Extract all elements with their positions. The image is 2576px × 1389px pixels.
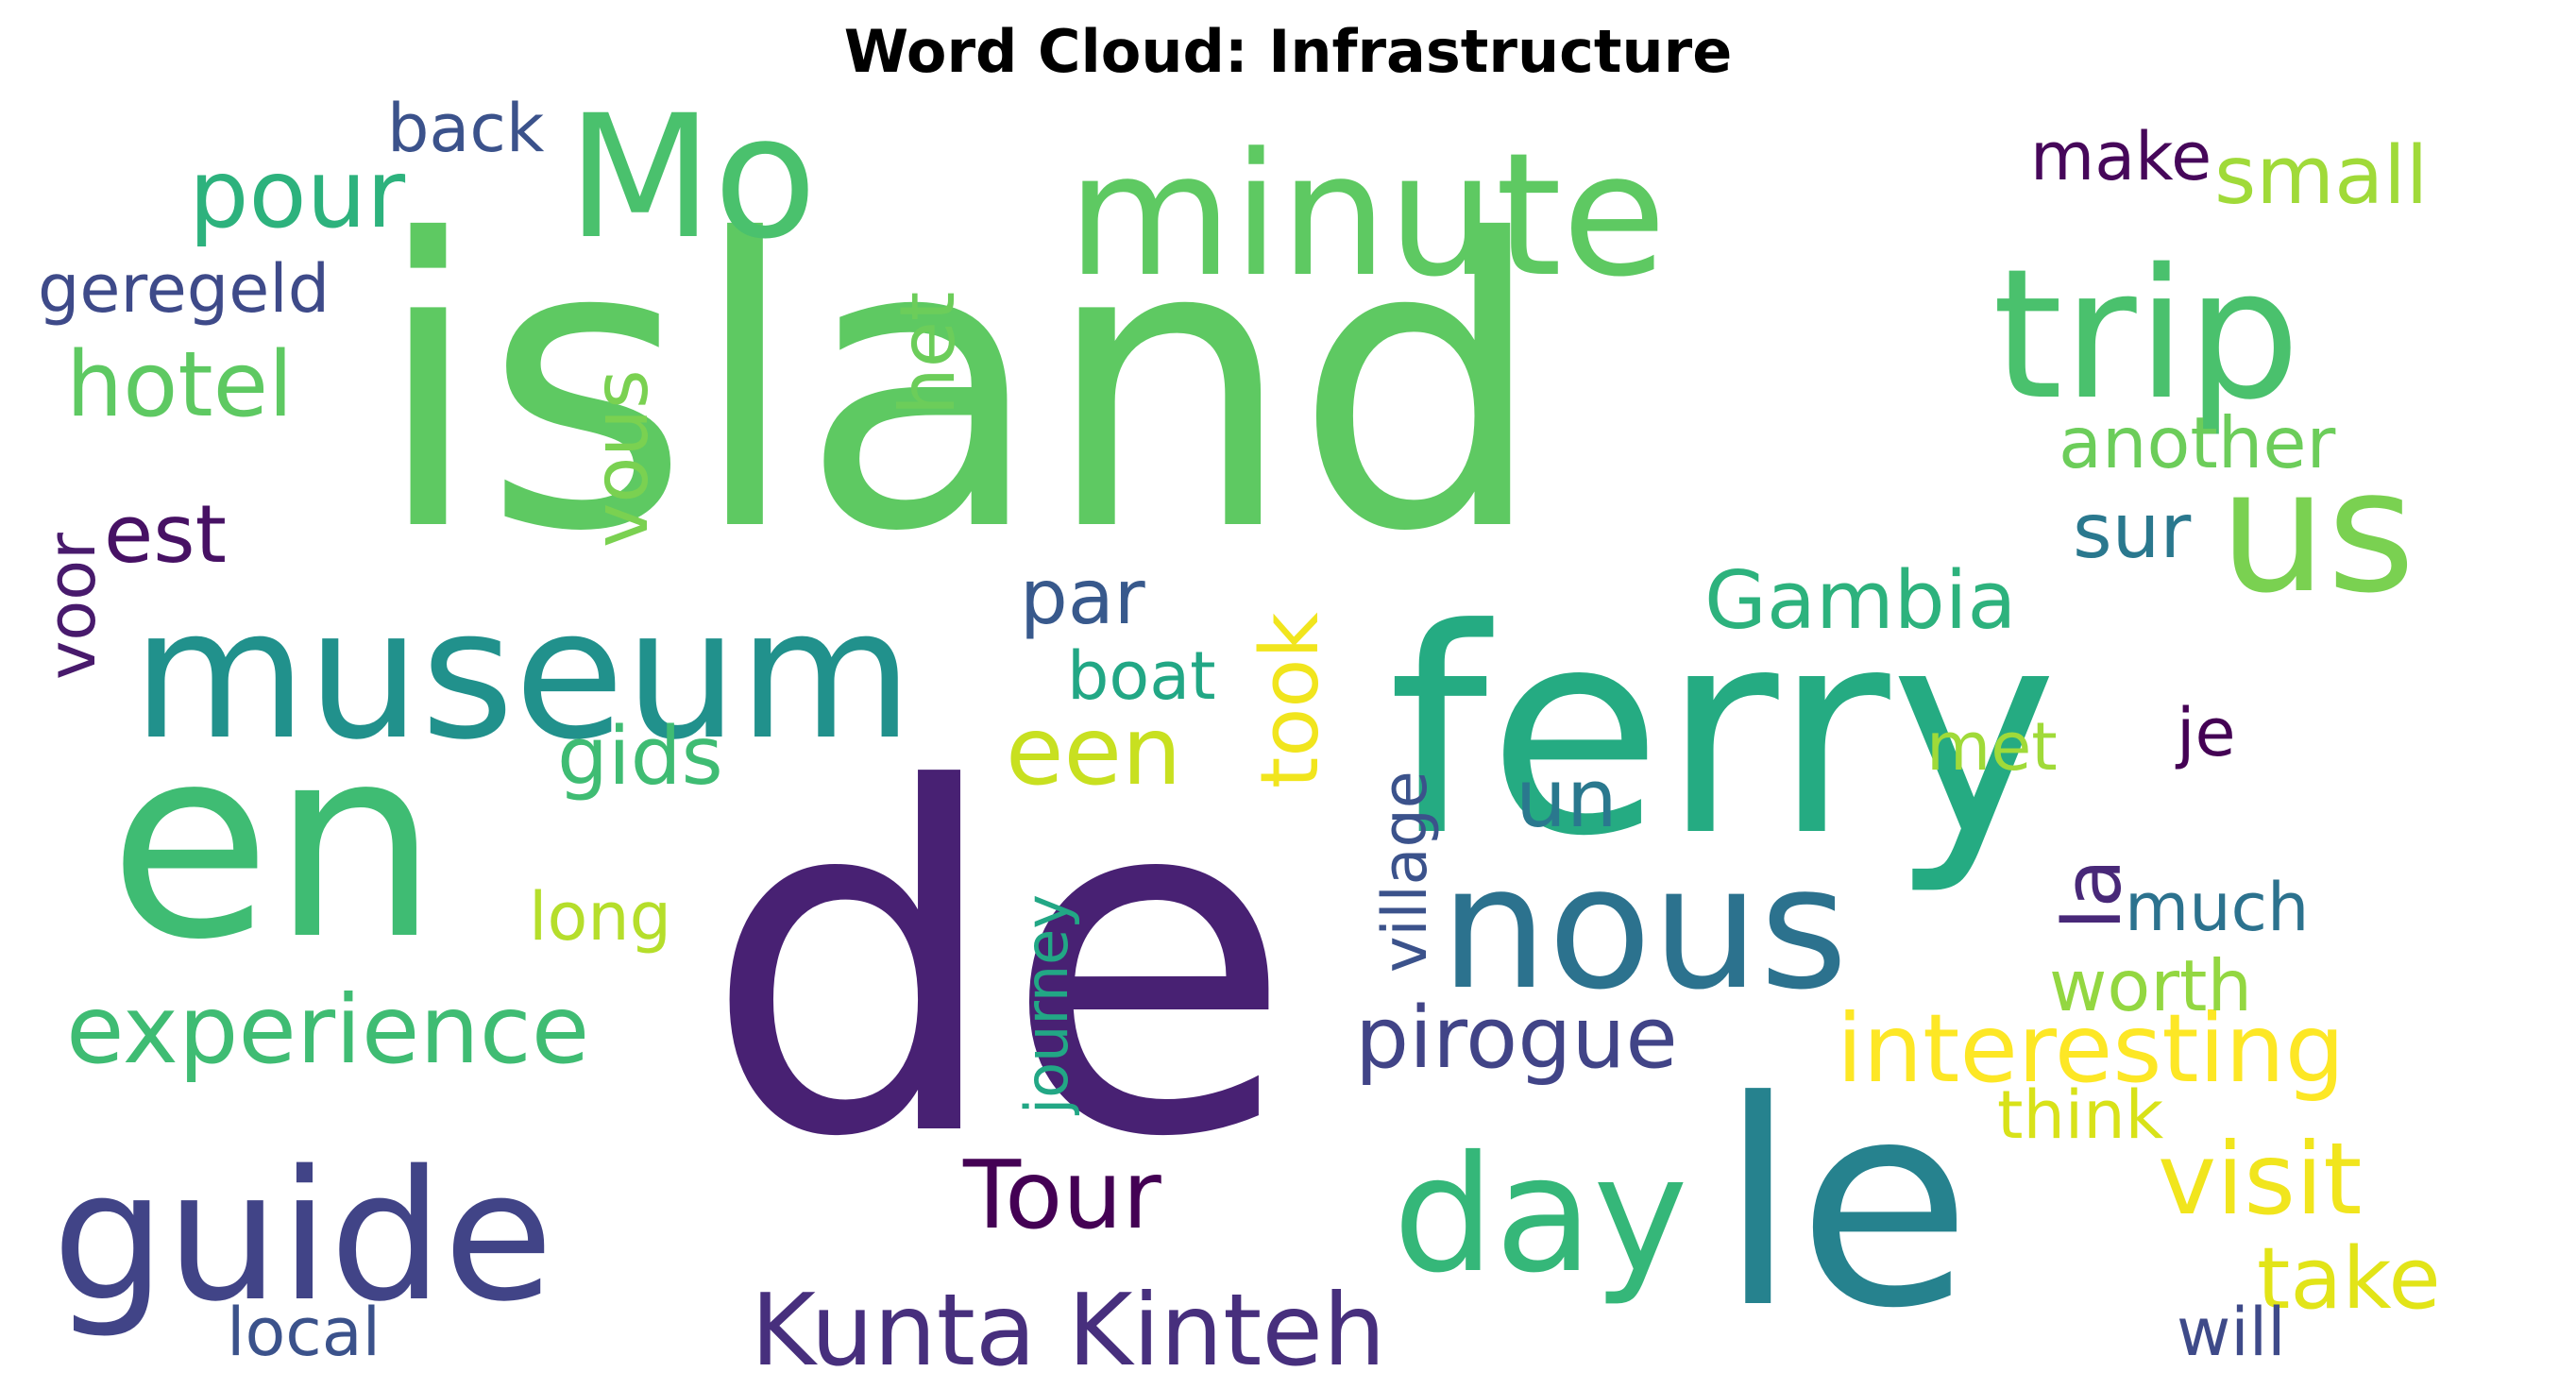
word-make: make <box>2030 118 2212 195</box>
word-gambia: Gambia <box>1704 554 2016 648</box>
word-trip: trip <box>1992 230 2300 439</box>
word-long: long <box>529 878 671 956</box>
word-ferry: ferry <box>1388 568 2058 898</box>
word-museum: museum <box>132 570 913 779</box>
word-will: will <box>2177 1294 2286 1371</box>
word-minute: minute <box>1067 117 1667 314</box>
word-experience: experience <box>66 974 589 1085</box>
word-much: much <box>2125 869 2309 946</box>
word-pour: pour <box>189 139 406 249</box>
word-en: en <box>109 690 439 998</box>
word-sur: sur <box>2073 487 2191 575</box>
word-local: local <box>227 1294 381 1371</box>
word-nous: nous <box>1440 830 1848 1027</box>
chart-title: Word Cloud: Infrastructure <box>843 17 1733 86</box>
word-another: another <box>2059 401 2335 484</box>
word-le: le <box>1719 1041 1972 1370</box>
word-kunta-kinteh: Kunta Kinteh <box>751 1273 1386 1388</box>
word-je: je <box>2175 694 2236 771</box>
word-small: small <box>2214 129 2428 223</box>
word-guide: guide <box>52 1132 553 1341</box>
word-het: het <box>884 292 972 415</box>
word-journey: journey <box>1012 894 1081 1116</box>
word-interesting: interesting <box>1837 993 2345 1104</box>
word-vous: vous <box>577 369 665 548</box>
word-hotel: hotel <box>66 333 293 437</box>
word-un: un <box>1516 753 1618 846</box>
word-een: een <box>1006 696 1181 806</box>
word-visit: visit <box>2158 1122 2362 1237</box>
word-took: took <box>1244 612 1337 788</box>
word-est: est <box>104 488 227 582</box>
word-us: us <box>2219 433 2415 631</box>
word-island: island <box>373 157 1546 618</box>
word-village: village <box>1370 771 1441 973</box>
word-mo: Mo <box>567 79 817 277</box>
word-pirogue: pirogue <box>1355 989 1678 1088</box>
word-gids: gids <box>557 710 723 804</box>
word-geregeld: geregeld <box>38 250 330 328</box>
word-take: take <box>2257 1229 2441 1329</box>
word-par: par <box>1020 553 1145 641</box>
word-tour: Tour <box>962 1140 1162 1250</box>
word-de: de <box>703 690 1294 1240</box>
word-boat: boat <box>1067 637 1216 715</box>
word-voor: voor <box>33 533 110 680</box>
word-think: think <box>1997 1076 2164 1154</box>
word-la: la <box>2046 858 2140 930</box>
word-back: back <box>387 90 545 167</box>
word-day: day <box>1393 1122 1688 1309</box>
word-worth: worth <box>2049 944 2252 1027</box>
word-met: met <box>1926 708 2058 786</box>
